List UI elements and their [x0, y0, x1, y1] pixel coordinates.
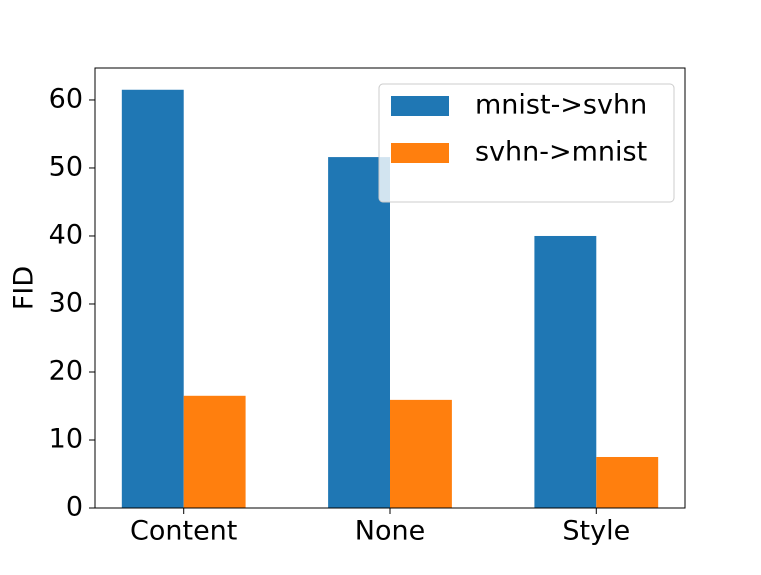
bar	[183, 395, 246, 508]
legend-swatch	[391, 143, 449, 163]
bar	[121, 89, 184, 509]
y-tick-label: 30	[49, 287, 83, 318]
x-tick-label: Content	[130, 516, 237, 547]
legend-label: svhn->mnist	[475, 137, 647, 168]
y-axis-label: FID	[9, 266, 40, 310]
y-tick-label: 10	[49, 423, 83, 454]
legend-box	[378, 83, 675, 203]
y-tick-label: 20	[49, 355, 83, 386]
legend-swatch	[391, 96, 449, 116]
bar	[534, 235, 597, 508]
plot-frame	[94, 67, 686, 509]
bar	[390, 399, 452, 508]
legend-label: mnist->svhn	[475, 90, 647, 121]
x-tick-label: Style	[562, 516, 630, 547]
y-tick-label: 50	[49, 151, 83, 182]
y-tick-label: 0	[66, 492, 83, 523]
y-tick-label: 40	[49, 219, 83, 250]
y-tick-label: 60	[49, 83, 83, 114]
x-tick-label: None	[355, 516, 425, 547]
bar	[596, 456, 659, 508]
bar	[328, 157, 390, 508]
